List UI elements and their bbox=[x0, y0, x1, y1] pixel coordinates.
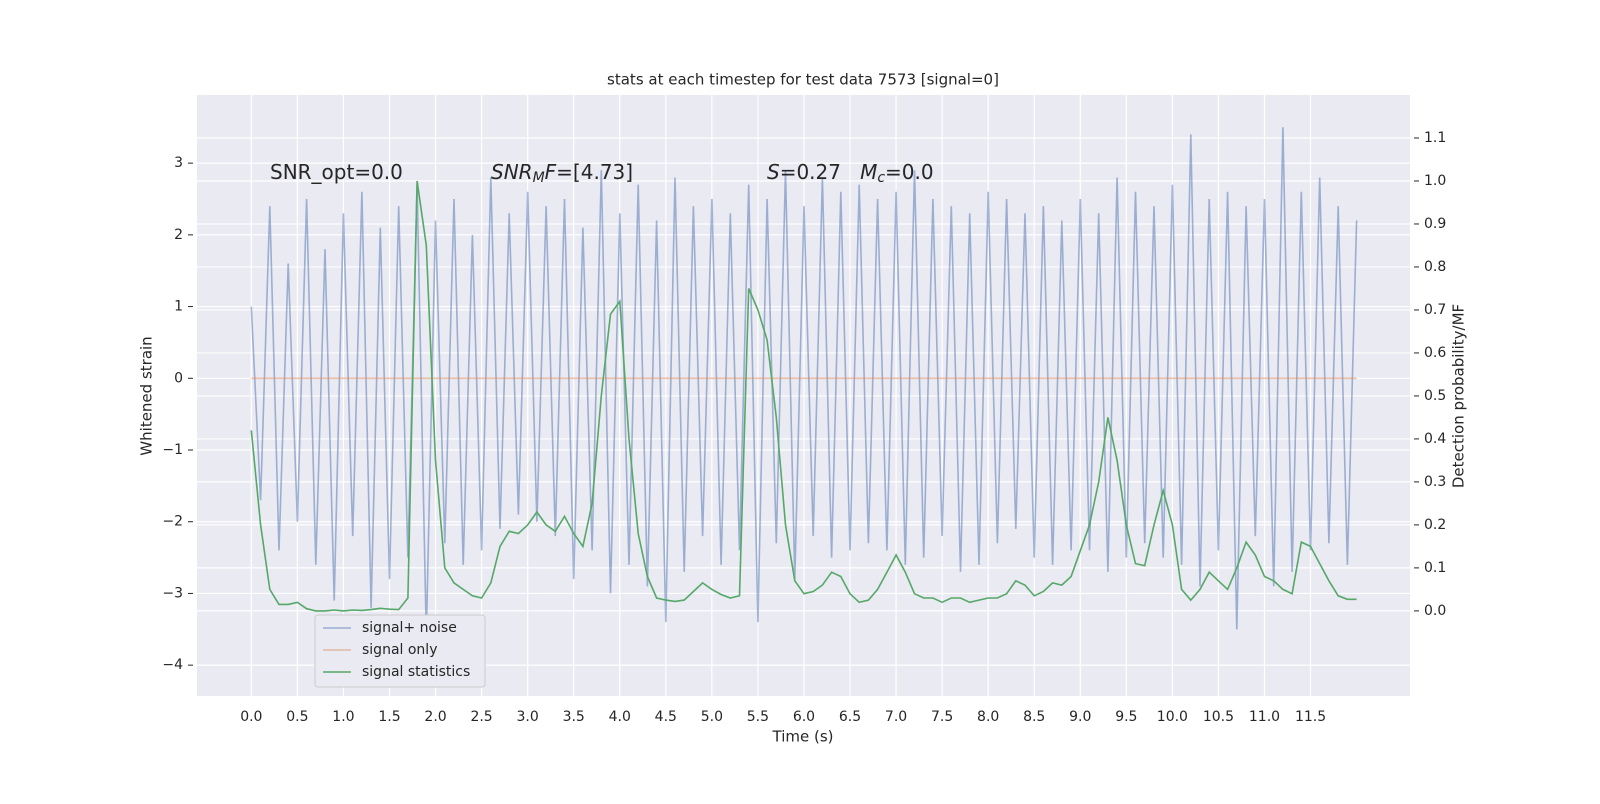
y2-tick-label: 1.1 bbox=[1424, 130, 1446, 146]
y-tick-label: −1 bbox=[162, 442, 183, 458]
annotation-run: M bbox=[533, 170, 545, 186]
x-tick-label: 10.0 bbox=[1157, 709, 1188, 725]
annotation-run: =0.0 bbox=[885, 160, 934, 184]
annotation-run: S bbox=[767, 160, 780, 184]
y2-tick-label: 0.9 bbox=[1424, 216, 1446, 232]
y2-tick-label: 0.8 bbox=[1424, 259, 1446, 275]
y2-tick-label: 0.6 bbox=[1424, 345, 1446, 361]
y-tick-label: −3 bbox=[162, 585, 183, 601]
y2-axis-label: Detection probability/MF bbox=[1450, 304, 1468, 488]
x-tick-label: 4.5 bbox=[655, 709, 677, 725]
x-tick-label: 11.5 bbox=[1295, 709, 1326, 725]
x-tick-label: 8.0 bbox=[977, 709, 999, 725]
y-tick-label: −4 bbox=[162, 657, 183, 673]
y-tick-label: 1 bbox=[174, 299, 183, 315]
x-tick-label: 9.0 bbox=[1069, 709, 1091, 725]
x-tick-label: 1.5 bbox=[378, 709, 400, 725]
annotation-run: =[4.73] bbox=[556, 160, 633, 184]
y2-tick-label: 0.2 bbox=[1424, 517, 1446, 533]
x-tick-label: 1.0 bbox=[332, 709, 354, 725]
x-tick-label: 6.0 bbox=[793, 709, 815, 725]
annotation-run: SNR_opt=0.0 bbox=[270, 160, 403, 184]
x-tick-label: 8.5 bbox=[1023, 709, 1045, 725]
x-tick-label: 2.0 bbox=[424, 709, 446, 725]
x-tick-label: 5.5 bbox=[747, 709, 769, 725]
series-line bbox=[250, 180, 1357, 612]
annotation-run: c bbox=[877, 170, 885, 186]
y2-tick-label: 0.4 bbox=[1424, 431, 1446, 447]
series-line bbox=[250, 127, 1358, 637]
x-tick-label: 5.0 bbox=[701, 709, 723, 725]
annotation-run: F bbox=[545, 160, 557, 184]
legend-label: signal+ noise bbox=[362, 620, 457, 636]
marks bbox=[250, 127, 1358, 637]
y2-tick-label: 0.1 bbox=[1424, 560, 1446, 576]
x-tick-label: 7.0 bbox=[885, 709, 907, 725]
annotation: SNRMF=[4.73] bbox=[491, 160, 633, 187]
annotation: SNR_opt=0.0 bbox=[270, 160, 403, 184]
y-tick-label: −2 bbox=[162, 514, 183, 530]
chart-title: stats at each timestep for test data 757… bbox=[607, 71, 999, 89]
annotation: S=0.27 Mc=0.0 bbox=[767, 160, 934, 187]
x-tick-label: 0.5 bbox=[286, 709, 308, 725]
y2-tick-label: 0.5 bbox=[1424, 388, 1446, 404]
y2-tick-label: 0.7 bbox=[1424, 302, 1446, 318]
x-tick-label: 7.5 bbox=[931, 709, 953, 725]
y2-tick-label: 0.3 bbox=[1424, 474, 1446, 490]
x-tick-label: 4.0 bbox=[609, 709, 631, 725]
y-tick-label: 0 bbox=[174, 370, 183, 386]
y-tick-label: 3 bbox=[174, 155, 183, 171]
x-tick-label: 9.5 bbox=[1115, 709, 1137, 725]
x-tick-label: 2.5 bbox=[470, 709, 492, 725]
legend-box bbox=[314, 614, 486, 688]
y-tick-label: 2 bbox=[174, 227, 183, 243]
y2-tick-label: 0.0 bbox=[1424, 603, 1446, 619]
annotation-run: M bbox=[860, 160, 877, 184]
x-tick-label: 3.5 bbox=[563, 709, 585, 725]
x-tick-label: 3.0 bbox=[517, 709, 539, 725]
x-axis-label: Time (s) bbox=[772, 728, 834, 746]
x-tick-label: 10.5 bbox=[1203, 709, 1234, 725]
x-tick-label: 11.0 bbox=[1249, 709, 1280, 725]
legend-label: signal statistics bbox=[362, 664, 470, 680]
y2-tick-label: 1.0 bbox=[1424, 173, 1446, 189]
legend-label: signal only bbox=[362, 642, 437, 658]
x-tick-label: 6.5 bbox=[839, 709, 861, 725]
annotation-run: =0.27 bbox=[780, 160, 860, 184]
x-tick-label: 0.0 bbox=[240, 709, 262, 725]
annotation-run: SNR bbox=[491, 160, 533, 184]
y-axis-label: Whitened strain bbox=[138, 336, 156, 455]
